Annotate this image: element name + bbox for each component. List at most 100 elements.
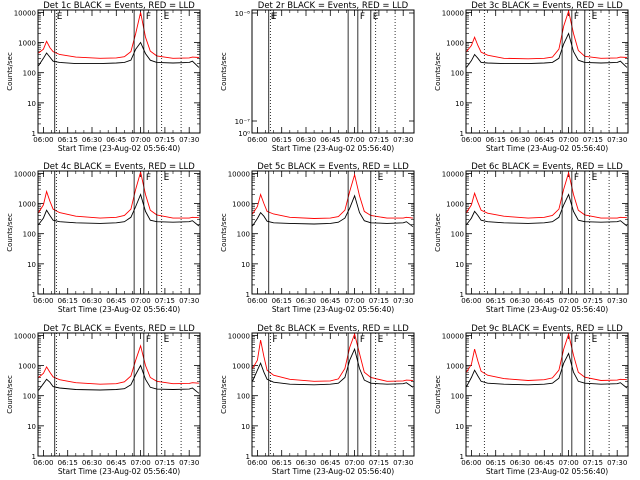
x-tick-label: 06:15 (58, 136, 78, 144)
series-events-line (38, 41, 200, 68)
x-tick-label: 06:30 (296, 297, 316, 305)
x-tick-label: 07:00 (559, 136, 579, 144)
panel-title: Det 3c BLACK = Events, RED = LLD (471, 1, 623, 11)
plot-frame (37, 332, 201, 457)
y-tick-label: 10 (27, 423, 36, 431)
panel-title: Det 2r BLACK = Events, RED = LLD (258, 1, 409, 11)
x-axis-label: Start Time (23-Aug-02 05:56:40) (58, 305, 180, 314)
x-tick-label: 06:15 (272, 459, 292, 467)
y-tick-label: 1000 (18, 40, 36, 48)
x-tick-label: 07:00 (345, 459, 365, 467)
y-tick-label: 100 (237, 231, 250, 239)
event-marker-label: F (146, 173, 151, 183)
y-tick-label: 10000 (228, 170, 250, 178)
series-events-line (252, 194, 414, 228)
y-tick-label: 100 (23, 70, 36, 78)
x-tick-label: 07:00 (559, 297, 579, 305)
x-tick-label: 06:45 (320, 459, 340, 467)
x-tick-label: 06:45 (534, 459, 554, 467)
x-tick-label: 07:00 (131, 297, 151, 305)
y-tick-label: 100 (451, 393, 464, 401)
event-marker-label: F (360, 12, 365, 22)
y-tick-label: 10000 (14, 170, 36, 178)
x-tick-label: 07:15 (155, 459, 175, 467)
detector-panel-5: Det 5c BLACK = Events, RED = LLD 1 10 100 10… (220, 162, 415, 314)
series-events-line (466, 32, 628, 68)
plot-frame (251, 9, 415, 134)
x-tick-label: 07:00 (345, 297, 365, 305)
y-tick-label: 1000 (446, 363, 464, 371)
event-marker-label: E (57, 12, 63, 22)
y-tick-label: 1 (246, 291, 250, 299)
x-tick-label: 06:15 (272, 297, 292, 305)
x-tick-label: 06:00 (247, 459, 267, 467)
series-lld-line (466, 171, 627, 219)
event-marker-label: F (360, 335, 365, 345)
y-tick-label: 100 (23, 393, 36, 401)
y-tick-label: 1 (460, 453, 464, 461)
x-tick-label: 07:00 (131, 136, 151, 144)
series-events-line (38, 364, 200, 394)
detector-panel-2: Det 2r BLACK = Events, RED = LLD 10⁰ 10⁻⁷ 1… (220, 1, 415, 153)
y-tick-label: 10⁻⁷ (235, 118, 251, 126)
x-tick-label: 06:30 (510, 297, 530, 305)
x-axis-label: Start Time (23-Aug-02 05:56:40) (58, 144, 180, 153)
series-events-line (466, 352, 628, 389)
y-tick-label: 10000 (228, 332, 250, 340)
y-axis-label: Counts/sec (6, 52, 14, 91)
event-marker-label: F (146, 335, 151, 345)
y-tick-label: 1 (460, 130, 464, 138)
plot-frame (251, 332, 415, 457)
y-tick-label: 1 (460, 291, 464, 299)
x-tick-label: 06:30 (82, 297, 102, 305)
plot-frame (251, 170, 415, 295)
x-tick-label: 06:15 (486, 459, 506, 467)
y-tick-label: 1000 (232, 363, 250, 371)
series-lld-line (252, 173, 413, 219)
y-axis-label: Counts/sec (6, 375, 14, 414)
event-marker-label: E (164, 173, 170, 183)
panel-title: Det 8c BLACK = Events, RED = LLD (257, 324, 409, 334)
y-axis-label: Counts/sec (220, 375, 228, 414)
event-marker-label: E (592, 335, 598, 345)
plot-frame (37, 170, 201, 295)
x-axis-label: Start Time (23-Aug-02 05:56:40) (272, 144, 394, 153)
event-marker-label: F (272, 335, 277, 345)
x-tick-label: 07:30 (607, 459, 627, 467)
y-axis-label: Counts/sec (220, 213, 228, 252)
x-tick-label: 06:45 (534, 136, 554, 144)
x-tick-label: 07:15 (369, 459, 389, 467)
series-events-line (252, 347, 414, 388)
y-tick-label: 10000 (14, 332, 36, 340)
x-tick-label: 06:00 (247, 297, 267, 305)
x-tick-label: 07:30 (393, 459, 413, 467)
x-axis-label: Start Time (23-Aug-02 05:56:40) (272, 467, 394, 476)
event-marker-label: F (574, 335, 579, 345)
x-tick-label: 07:15 (583, 297, 603, 305)
x-tick-label: 06:00 (461, 136, 481, 144)
series-lld-line (38, 12, 199, 59)
x-tick-label: 07:30 (179, 136, 199, 144)
plot-frame (465, 170, 629, 295)
y-tick-label: 10000 (442, 9, 464, 17)
event-marker-label: E (592, 173, 598, 183)
y-tick-label: 1000 (232, 201, 250, 209)
y-tick-label: 1000 (446, 201, 464, 209)
y-tick-label: 1000 (18, 363, 36, 371)
event-marker-label: E (378, 173, 384, 183)
x-tick-label: 06:30 (510, 136, 530, 144)
x-tick-label: 06:15 (486, 136, 506, 144)
x-tick-label: 06:30 (82, 459, 102, 467)
y-tick-label: 1 (32, 130, 36, 138)
x-tick-label: 06:15 (272, 136, 292, 144)
y-tick-label: 1 (32, 291, 36, 299)
panel-title: Det 6c BLACK = Events, RED = LLD (471, 162, 623, 172)
x-tick-label: 07:30 (179, 297, 199, 305)
x-tick-label: 06:45 (106, 297, 126, 305)
x-tick-label: 07:15 (369, 136, 389, 144)
series-lld-line (252, 333, 413, 382)
plot-frame (465, 9, 629, 134)
y-tick-label: 10 (241, 423, 250, 431)
x-tick-label: 06:45 (106, 459, 126, 467)
y-tick-label: 10 (241, 261, 250, 269)
